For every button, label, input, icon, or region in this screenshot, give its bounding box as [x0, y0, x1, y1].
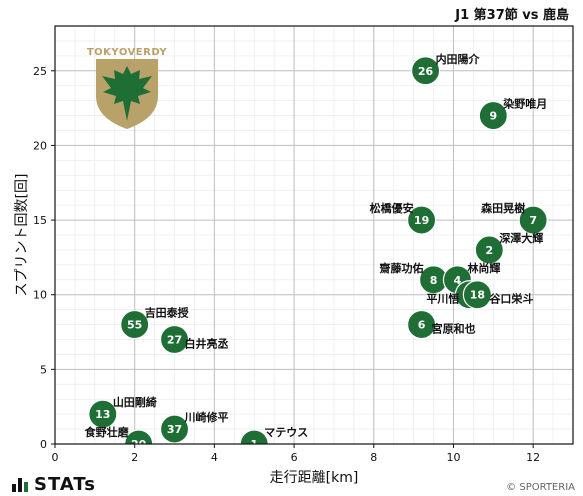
- point-marker: [406, 309, 437, 340]
- point-number: 7: [529, 214, 537, 227]
- point-marker: [474, 235, 504, 265]
- player-point-55: 55: [120, 309, 150, 340]
- point-number: 19: [414, 214, 429, 227]
- player-name-label: 松橋優安: [370, 201, 414, 215]
- eagle-icon: [102, 66, 152, 121]
- y-tick-label: 25: [33, 65, 47, 78]
- x-tick-label: 0: [52, 451, 59, 464]
- point-number: 8: [430, 274, 438, 287]
- y-axis-label: スプリント回数[回]: [14, 174, 30, 297]
- point-marker: [124, 429, 154, 444]
- player-name-label: 谷口栄斗: [489, 292, 533, 306]
- y-tick-label: 20: [33, 139, 47, 152]
- player-point-26: 26: [410, 56, 441, 86]
- chart-title: J1 第37節 vs 鹿島: [455, 8, 569, 23]
- player-name-label: 吉田泰授: [145, 306, 190, 320]
- player-name-label: 山田剛綺: [113, 395, 157, 409]
- data-points: 269197284318655271337201: [88, 56, 548, 451]
- player-point-19: 19: [406, 205, 437, 235]
- x-tick-label: 12: [526, 451, 540, 464]
- player-name-label: 白井亮丞: [185, 337, 229, 351]
- x-tick-label: 4: [211, 451, 218, 464]
- point-number: 13: [95, 408, 110, 421]
- point-number: 6: [418, 319, 426, 332]
- point-number: 2: [485, 244, 493, 257]
- point-marker: [518, 205, 548, 235]
- stats-logo: STATs: [12, 474, 96, 495]
- x-tick-label: 6: [291, 451, 298, 464]
- player-point-7: 7: [518, 205, 548, 235]
- point-number: 37: [167, 423, 182, 436]
- x-tick-label: 10: [446, 451, 460, 464]
- player-name-label: 染野唯月: [503, 97, 547, 111]
- x-tick-label: 2: [131, 451, 138, 464]
- point-marker: [239, 429, 269, 444]
- player-point-27: 27: [159, 324, 190, 355]
- stats-bars-icon: [12, 477, 28, 492]
- point-number: 1: [250, 438, 258, 451]
- credit: © SPORTERIA: [506, 482, 575, 493]
- player-name-label: 深澤大輝: [499, 231, 543, 245]
- point-number: 27: [167, 334, 182, 347]
- y-tick-label: 10: [33, 289, 47, 302]
- stats-label: STATs: [34, 474, 96, 495]
- player-name-label: 平川悟: [426, 292, 459, 306]
- player-name-label: マテウス: [264, 426, 308, 439]
- player-point-13: 13: [88, 399, 118, 429]
- player-name-label: 食野壮磨: [85, 425, 130, 439]
- x-axis-label: 走行距離[km]: [270, 469, 359, 486]
- point-marker: [120, 309, 150, 340]
- y-tick-label: 5: [40, 363, 47, 376]
- point-marker: [406, 205, 437, 235]
- player-name-label: 齋藤功佑: [379, 261, 424, 275]
- point-marker: [159, 414, 190, 444]
- team-emblem: TOKYOVERDY: [87, 47, 168, 129]
- player-point-18: 18: [462, 280, 492, 310]
- point-marker: [159, 324, 190, 355]
- player-point-1: 1: [239, 429, 269, 451]
- player-name-label: 内田陽介: [436, 52, 481, 66]
- point-number: 18: [470, 289, 485, 302]
- player-point-6: 6: [406, 309, 437, 340]
- player-name-label: 森田晃樹: [481, 201, 525, 215]
- point-number: 9: [489, 110, 497, 123]
- x-tick-label: 8: [370, 451, 377, 464]
- point-number: 55: [127, 319, 142, 332]
- point-number: 26: [418, 65, 434, 78]
- player-name-label: 川崎修平: [184, 410, 229, 424]
- player-name-label: 宮原和也: [432, 322, 476, 336]
- point-marker: [462, 280, 492, 310]
- y-tick-label: 15: [33, 214, 47, 227]
- team-logo-text: TOKYOVERDY: [87, 47, 168, 58]
- player-point-37: 37: [159, 414, 190, 444]
- player-point-9: 9: [478, 100, 508, 131]
- player-point-2: 2: [474, 235, 504, 265]
- point-number: 20: [131, 438, 147, 451]
- point-number: 4: [454, 274, 462, 287]
- point-marker: [478, 100, 508, 131]
- player-name-label: 林尚輝: [467, 261, 500, 275]
- plot-frame: [54, 25, 574, 445]
- player-point-20: 20: [124, 429, 154, 451]
- point-marker: [410, 56, 441, 86]
- y-tick-label: 0: [40, 438, 47, 451]
- point-marker: [88, 399, 118, 429]
